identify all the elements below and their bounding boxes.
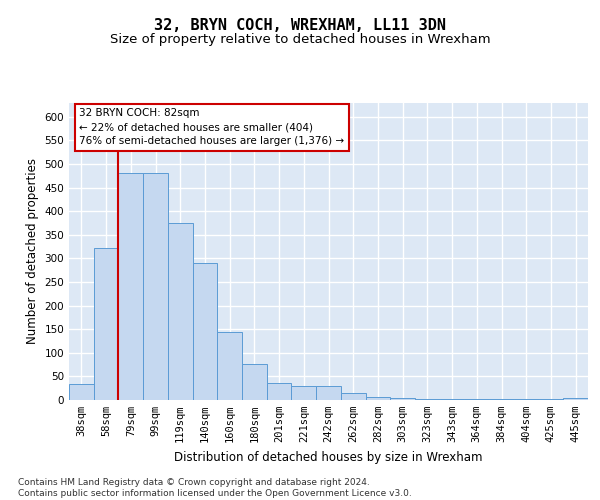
Bar <box>69 384 94 400</box>
Bar <box>267 384 292 400</box>
Bar <box>415 398 440 400</box>
Bar <box>217 332 242 400</box>
Bar <box>464 399 489 400</box>
Bar <box>316 386 341 400</box>
Bar <box>292 386 316 400</box>
Bar <box>94 248 118 400</box>
Bar <box>514 399 539 400</box>
Text: Contains HM Land Registry data © Crown copyright and database right 2024.
Contai: Contains HM Land Registry data © Crown c… <box>18 478 412 498</box>
Bar <box>489 399 514 400</box>
Bar <box>168 223 193 400</box>
Bar <box>143 174 168 400</box>
Bar <box>341 393 365 400</box>
Bar <box>365 396 390 400</box>
Y-axis label: Number of detached properties: Number of detached properties <box>26 158 39 344</box>
Bar <box>563 398 588 400</box>
Text: 32, BRYN COCH, WREXHAM, LL11 3DN: 32, BRYN COCH, WREXHAM, LL11 3DN <box>154 18 446 32</box>
Bar <box>242 364 267 400</box>
X-axis label: Distribution of detached houses by size in Wrexham: Distribution of detached houses by size … <box>174 450 483 464</box>
Text: 32 BRYN COCH: 82sqm
← 22% of detached houses are smaller (404)
76% of semi-detac: 32 BRYN COCH: 82sqm ← 22% of detached ho… <box>79 108 344 146</box>
Bar <box>390 398 415 400</box>
Bar <box>193 263 217 400</box>
Bar <box>118 174 143 400</box>
Text: Size of property relative to detached houses in Wrexham: Size of property relative to detached ho… <box>110 32 490 46</box>
Bar <box>440 399 464 400</box>
Bar <box>539 399 563 400</box>
